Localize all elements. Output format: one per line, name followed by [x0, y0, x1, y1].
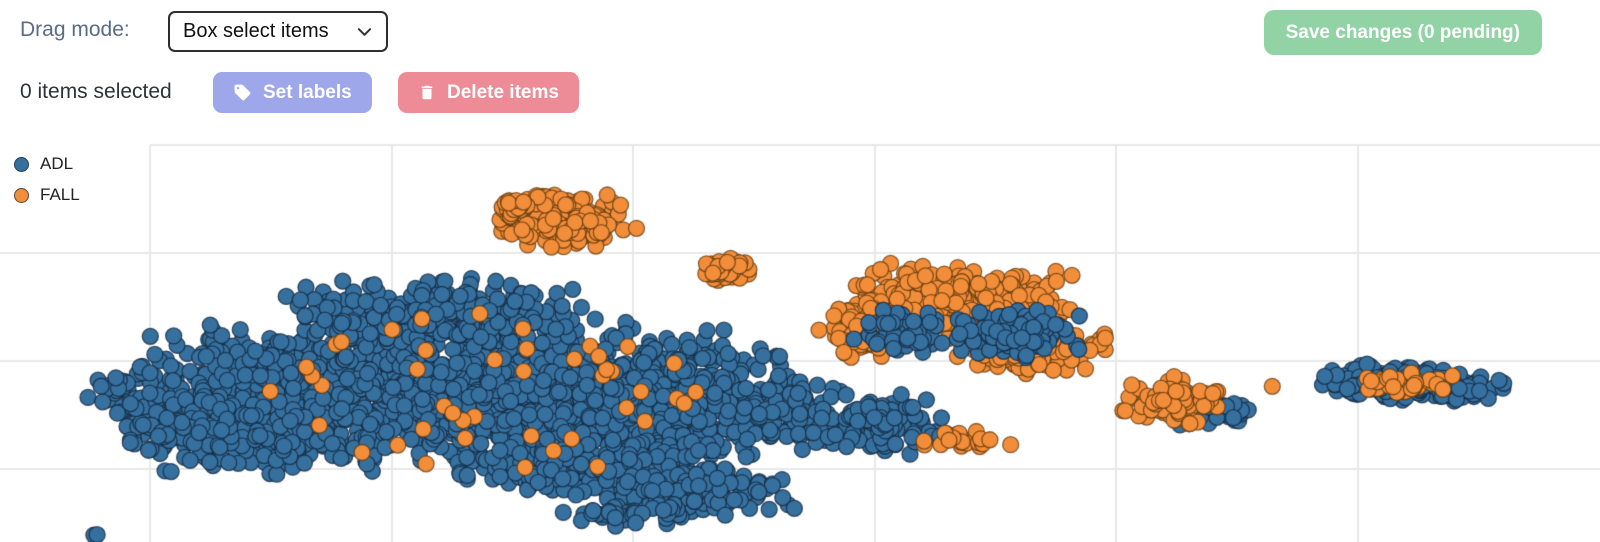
legend-item-fall[interactable]: FALL [14, 185, 80, 205]
save-changes-label: Save changes (0 pending) [1285, 22, 1520, 43]
trash-icon [418, 83, 436, 102]
legend-label-adl: ADL [40, 154, 74, 173]
chevron-down-icon [357, 27, 372, 37]
legend-dot-adl [14, 156, 29, 172]
drag-mode-label: Drag mode: [20, 18, 130, 41]
delete-items-button[interactable]: Delete items [398, 72, 579, 113]
selection-status: 0 items selected [20, 80, 172, 103]
drag-mode-selected-value: Box select items [183, 20, 329, 42]
legend-item-adl[interactable]: ADL [14, 154, 80, 174]
save-changes-button[interactable]: Save changes (0 pending) [1263, 10, 1542, 55]
delete-items-label: Delete items [447, 82, 559, 103]
set-labels-button[interactable]: Set labels [213, 72, 372, 113]
legend-label-fall: FALL [40, 185, 80, 204]
chart-legend: ADL FALL [14, 154, 80, 205]
set-labels-label: Set labels [263, 82, 352, 103]
embedding-scatter-canvas[interactable] [0, 142, 1600, 542]
toolbar-row-1: Drag mode: Box select items Save changes… [0, 0, 1600, 66]
drag-mode-select[interactable]: Box select items [168, 11, 388, 52]
toolbar-row-2: 0 items selected Set labels Delete items [0, 66, 1600, 126]
tag-icon [233, 83, 252, 102]
legend-dot-fall [14, 187, 29, 203]
